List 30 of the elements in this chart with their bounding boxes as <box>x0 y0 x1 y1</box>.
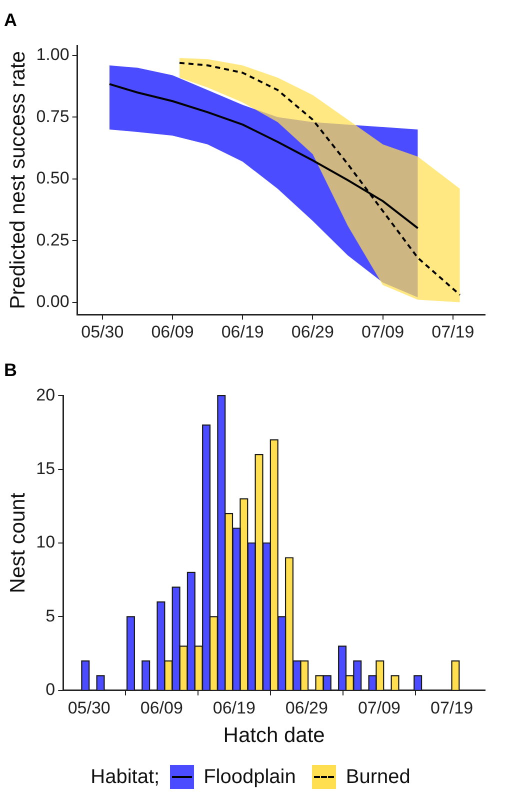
x-tick-label: 06/09 <box>140 698 183 718</box>
legend-title: Habitat; <box>90 766 160 788</box>
y-tick-label: 0.25 <box>36 230 70 250</box>
y-tick-label: 0.75 <box>36 106 70 126</box>
x-tick-label: 05/30 <box>81 322 124 342</box>
legend-label: Burned <box>346 766 410 788</box>
x-tick-label: 07/09 <box>362 322 404 342</box>
y-tick-label: 5 <box>46 606 56 626</box>
x-tick-label: 07/09 <box>358 698 400 718</box>
y-tick-label: 0.00 <box>36 292 70 311</box>
x-tick-label: 06/19 <box>212 698 256 718</box>
y-axis-title: Predicted nest success rate <box>6 51 30 310</box>
legend-label: Floodplain <box>204 766 296 788</box>
y-tick-label: 20 <box>36 385 56 404</box>
chart-title: A <box>4 10 17 30</box>
x-tick-label: 06/29 <box>285 698 328 718</box>
x-tick-label: 07/19 <box>430 698 474 718</box>
x-axis-title: Hatch date <box>223 724 325 748</box>
x-tick-label: 05/30 <box>68 698 110 718</box>
y-tick-label: 0 <box>46 680 56 700</box>
y-tick-label: 15 <box>36 458 56 478</box>
x-tick-label: 06/29 <box>291 322 334 342</box>
x-tick-label: 07/19 <box>432 322 474 342</box>
y-tick-label: 10 <box>36 532 56 552</box>
y-tick-label: 0.50 <box>36 168 70 188</box>
chart-title: B <box>4 360 17 380</box>
x-tick-label: 06/19 <box>221 322 264 342</box>
x-tick-label: 06/09 <box>151 322 194 342</box>
y-axis-title: Nest count <box>6 492 30 594</box>
y-tick-label: 1.00 <box>36 45 70 64</box>
